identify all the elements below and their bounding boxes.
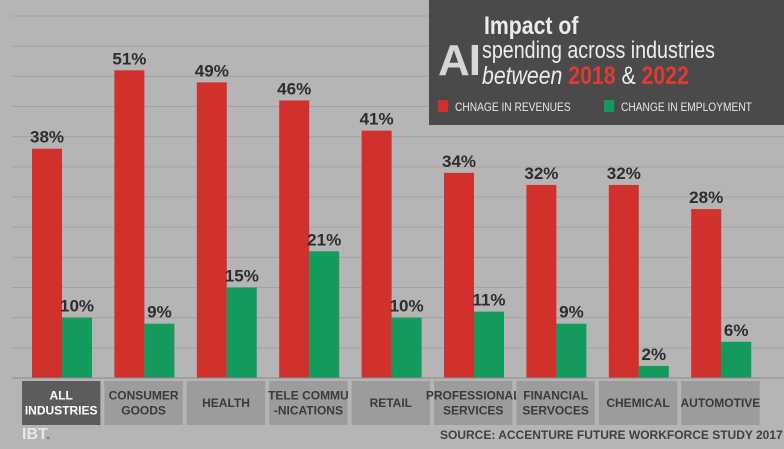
revenue-value-label: 41%: [360, 110, 394, 129]
employment-value-label: 9%: [147, 303, 172, 322]
employment-value-label: 2%: [642, 345, 667, 364]
ibt-logo: IBT.: [22, 426, 50, 444]
revenue-bar: [526, 184, 557, 378]
value-labels: 38% 10% 51% 9% 49% 15% 46% 21% 41% 10% 34% 11% 32% 9%…: [30, 49, 749, 364]
revenue-value-label: 38%: [30, 128, 64, 147]
title-line3: between 2018 & 2022: [482, 62, 689, 91]
category-label: AUTOMOTIVE: [681, 396, 761, 410]
revenue-bar: [196, 82, 227, 378]
employment-bar: [226, 287, 257, 378]
category-label: RETAIL: [370, 396, 412, 410]
employment-bar: [474, 311, 504, 378]
employment-bar: [391, 317, 422, 378]
category-tile: [516, 381, 595, 425]
employment-value-label: 9%: [559, 303, 584, 322]
revenue-value-label: 51%: [112, 49, 146, 68]
category-tile: [681, 381, 760, 425]
revenue-value-label: 28%: [689, 188, 723, 207]
title-between: between: [482, 62, 563, 90]
category-tile: [22, 381, 101, 425]
legend-label-revenue: CHNAGE IN REVENUES: [455, 100, 571, 114]
employment-value-label: 6%: [724, 321, 749, 340]
category-tile: [104, 381, 183, 425]
category-label: PROFESSIONAL: [426, 389, 521, 403]
category-label: SERVICES: [443, 404, 503, 418]
category-label: SERVOCES: [522, 404, 588, 418]
employment-value-label: 10%: [60, 297, 94, 316]
category-label: CONSUMER: [109, 389, 179, 403]
legend-label-employment: CHANGE IN EMPLOYMENT: [621, 100, 752, 114]
category-label: CHEMICAL: [606, 396, 669, 410]
title-line2: spending across industries: [482, 37, 716, 64]
employment-value-label: 10%: [390, 297, 424, 316]
legend-item-employment: CHANGE IN EMPLOYMENT: [604, 100, 752, 114]
category-tile: [269, 381, 348, 425]
legend-swatch-employment: [604, 100, 615, 112]
logo-text: IBT: [22, 426, 46, 443]
revenue-value-label: 34%: [442, 152, 476, 171]
employment-bar: [556, 323, 587, 378]
legend-item-revenue: CHNAGE IN REVENUES: [438, 100, 571, 114]
revenue-bar: [114, 70, 145, 379]
revenue-bar: [361, 130, 392, 378]
logo-dot: .: [46, 426, 51, 443]
category-tile: [434, 381, 513, 425]
title-year-start: 2018: [568, 62, 616, 90]
category-label: TELE COMMU: [268, 389, 349, 403]
revenue-value-label: 32%: [524, 164, 558, 183]
category-label: GOODS: [121, 404, 166, 418]
revenue-bar: [691, 209, 722, 378]
employment-bar: [144, 323, 175, 378]
employment-bar: [721, 341, 752, 378]
title-impact: Impact of: [484, 12, 579, 40]
revenue-value-label: 49%: [195, 61, 229, 80]
category-label: HEALTH: [202, 396, 250, 410]
category-label: FINANCIAL: [523, 389, 588, 403]
legend-swatch-revenue: [438, 100, 449, 112]
employment-bar: [309, 251, 340, 378]
title-ai: AI: [438, 36, 481, 85]
employment-bar: [62, 317, 92, 378]
revenue-bar: [279, 100, 310, 378]
title-year-end: 2022: [641, 62, 689, 90]
employment-value-label: 11%: [472, 291, 505, 310]
category-tile: [351, 381, 430, 425]
revenue-value-label: 46%: [277, 79, 311, 98]
revenue-bar: [444, 172, 474, 378]
bars: [32, 70, 752, 379]
employment-value-label: 21%: [307, 230, 341, 249]
source-note: SOURCE: ACCENTURE FUTURE WORKFORCE STUDY…: [440, 428, 783, 442]
revenue-value-label: 32%: [607, 164, 641, 183]
employment-value-label: 15%: [225, 267, 259, 286]
category-label: ALL: [50, 389, 73, 403]
category-tile: [598, 381, 678, 425]
category-tile: [186, 381, 266, 425]
category-label: INDUSTRIES: [25, 404, 98, 418]
category-label: -NICATIONS: [274, 404, 343, 418]
title-amp: &: [621, 62, 636, 90]
revenue-bar: [608, 184, 639, 378]
revenue-bar: [32, 148, 62, 378]
employment-bar: [638, 365, 669, 378]
